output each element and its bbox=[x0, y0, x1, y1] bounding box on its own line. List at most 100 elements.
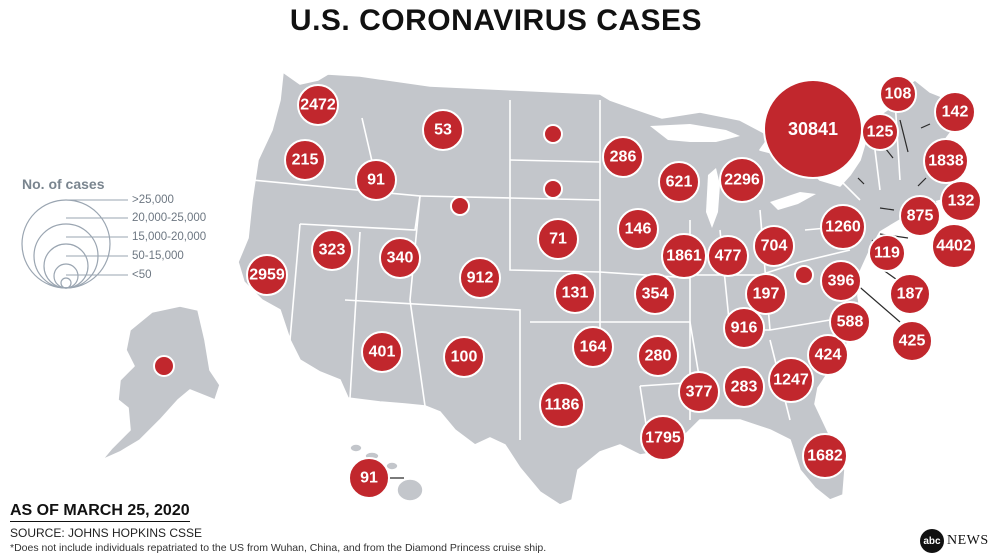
bubble-nc: 588 bbox=[829, 301, 871, 343]
bubble-mo: 354 bbox=[634, 273, 676, 315]
bubble-count-label: 100 bbox=[451, 349, 478, 366]
legend-range: >25,000 bbox=[132, 194, 174, 206]
bubble-count-label: 280 bbox=[645, 348, 672, 365]
bubble-count-label: 286 bbox=[610, 149, 637, 166]
legend-title: No. of cases bbox=[22, 176, 105, 192]
bubble-nm: 100 bbox=[443, 336, 485, 378]
legend-range: 20,000-25,000 bbox=[132, 212, 206, 224]
bubble-count-label: 91 bbox=[367, 172, 385, 189]
bubble-count-label: 621 bbox=[666, 174, 693, 191]
bubble-mi: 2296 bbox=[719, 157, 765, 203]
bubble-count-label: 2472 bbox=[300, 97, 336, 114]
bubble-mt: 53 bbox=[422, 109, 464, 151]
bubble-count-label: 1247 bbox=[773, 372, 809, 389]
bubble-circle bbox=[723, 366, 765, 408]
bubble-circle bbox=[602, 136, 644, 178]
bubble-wa: 2472 bbox=[297, 84, 339, 126]
bubble-count-label: 1861 bbox=[666, 248, 702, 265]
bubble-circle bbox=[450, 196, 470, 216]
bubble-ok: 164 bbox=[572, 326, 614, 368]
legend-range: <50 bbox=[132, 269, 152, 281]
bubble-circle bbox=[543, 124, 563, 144]
bubble-hi: 91 bbox=[348, 457, 390, 499]
bubble-ar: 280 bbox=[637, 335, 679, 377]
bubble-circle bbox=[355, 159, 397, 201]
bubble-de: 119 bbox=[868, 234, 906, 272]
bubble-circle bbox=[802, 433, 848, 479]
bubble-circle bbox=[537, 218, 579, 260]
bubble-circle bbox=[820, 260, 862, 302]
bubble-id: 91 bbox=[355, 159, 397, 201]
bubble-vt: 125 bbox=[861, 113, 899, 151]
bubble-circle bbox=[543, 179, 563, 199]
lake-michigan bbox=[706, 168, 720, 228]
bubble-nh: 108 bbox=[879, 75, 917, 113]
bubble-circle bbox=[931, 223, 977, 269]
bubble-count-label: 704 bbox=[761, 238, 788, 255]
bubble-count-label: 1682 bbox=[807, 448, 843, 465]
bubble-circle bbox=[284, 139, 326, 181]
news-wordmark: NEWS bbox=[947, 533, 989, 548]
abc-news-logo: abc NEWS bbox=[920, 528, 989, 554]
bubble-tn: 916 bbox=[723, 307, 765, 349]
bubble-count-label: 146 bbox=[625, 221, 652, 238]
bubble-circle bbox=[723, 307, 765, 349]
bubble-il: 1861 bbox=[661, 233, 707, 279]
bubble-ut: 340 bbox=[379, 237, 421, 279]
bubble-circle bbox=[753, 225, 795, 267]
bubble-pa: 1260 bbox=[820, 204, 866, 250]
bubble-ga: 1247 bbox=[768, 357, 814, 403]
bubble-circle bbox=[719, 157, 765, 203]
bubble-fl: 1682 bbox=[802, 433, 848, 479]
bubble-la: 1795 bbox=[640, 415, 686, 461]
bubble-circle bbox=[807, 334, 849, 376]
bubble-circle bbox=[297, 84, 339, 126]
bubble-ks: 131 bbox=[554, 272, 596, 314]
bubble-circle bbox=[379, 237, 421, 279]
bubble-ne: 71 bbox=[537, 218, 579, 260]
bubble-count-label: 164 bbox=[580, 339, 607, 356]
bubble-circle bbox=[348, 457, 390, 499]
page-title: U.S. CORONAVIRUS CASES bbox=[289, 4, 703, 37]
bubble-sd bbox=[543, 179, 563, 199]
bubble-count-label: 197 bbox=[753, 286, 780, 303]
case-bubbles: 2472 215 2959 91 53 323 340 401 912 100 … bbox=[153, 75, 982, 499]
bubble-circle bbox=[923, 138, 969, 184]
bubble-count-label: 323 bbox=[319, 242, 346, 259]
bubble-ri: 132 bbox=[940, 180, 982, 222]
bubble-count-label: 215 bbox=[292, 152, 319, 169]
bubble-count-label: 30841 bbox=[788, 119, 838, 139]
bubble-ca: 2959 bbox=[246, 254, 288, 296]
bubble-circle bbox=[820, 204, 866, 250]
bubble-or: 215 bbox=[284, 139, 326, 181]
bubble-count-label: 340 bbox=[387, 250, 414, 267]
bubble-ny: 30841 bbox=[763, 79, 863, 179]
bubble-circle bbox=[891, 320, 933, 362]
bubble-in: 477 bbox=[707, 235, 749, 277]
bubble-circle bbox=[637, 335, 679, 377]
bubble-circle bbox=[634, 273, 676, 315]
bubble-count-label: 875 bbox=[907, 208, 934, 225]
source-credit: SOURCE: JOHNS HOPKINS CSSE bbox=[10, 526, 203, 540]
bubble-count-label: 1186 bbox=[545, 397, 580, 414]
bubble-circle bbox=[707, 235, 749, 277]
bubble-count-label: 2296 bbox=[724, 172, 760, 189]
bubble-circle bbox=[658, 161, 700, 203]
bubble-md: 187 bbox=[889, 273, 931, 315]
bubble-count-label: 912 bbox=[467, 270, 494, 287]
bubble-circle bbox=[640, 415, 686, 461]
legend-range: 15,000-20,000 bbox=[132, 231, 206, 243]
lake-erie bbox=[770, 192, 816, 210]
bubble-ak bbox=[153, 355, 175, 377]
bubble-circle bbox=[246, 254, 288, 296]
bubble-count-label: 142 bbox=[942, 104, 969, 121]
bubble-circle bbox=[153, 355, 175, 377]
bubble-count-label: 108 bbox=[885, 86, 912, 103]
bubble-wi: 621 bbox=[658, 161, 700, 203]
bubble-circle bbox=[794, 265, 814, 285]
bubble-ky: 197 bbox=[745, 273, 787, 315]
bubble-count-label: 125 bbox=[867, 124, 894, 141]
bubble-count-label: 4402 bbox=[936, 238, 972, 255]
bubble-circle bbox=[678, 371, 720, 413]
hawaii-islands bbox=[349, 443, 424, 502]
